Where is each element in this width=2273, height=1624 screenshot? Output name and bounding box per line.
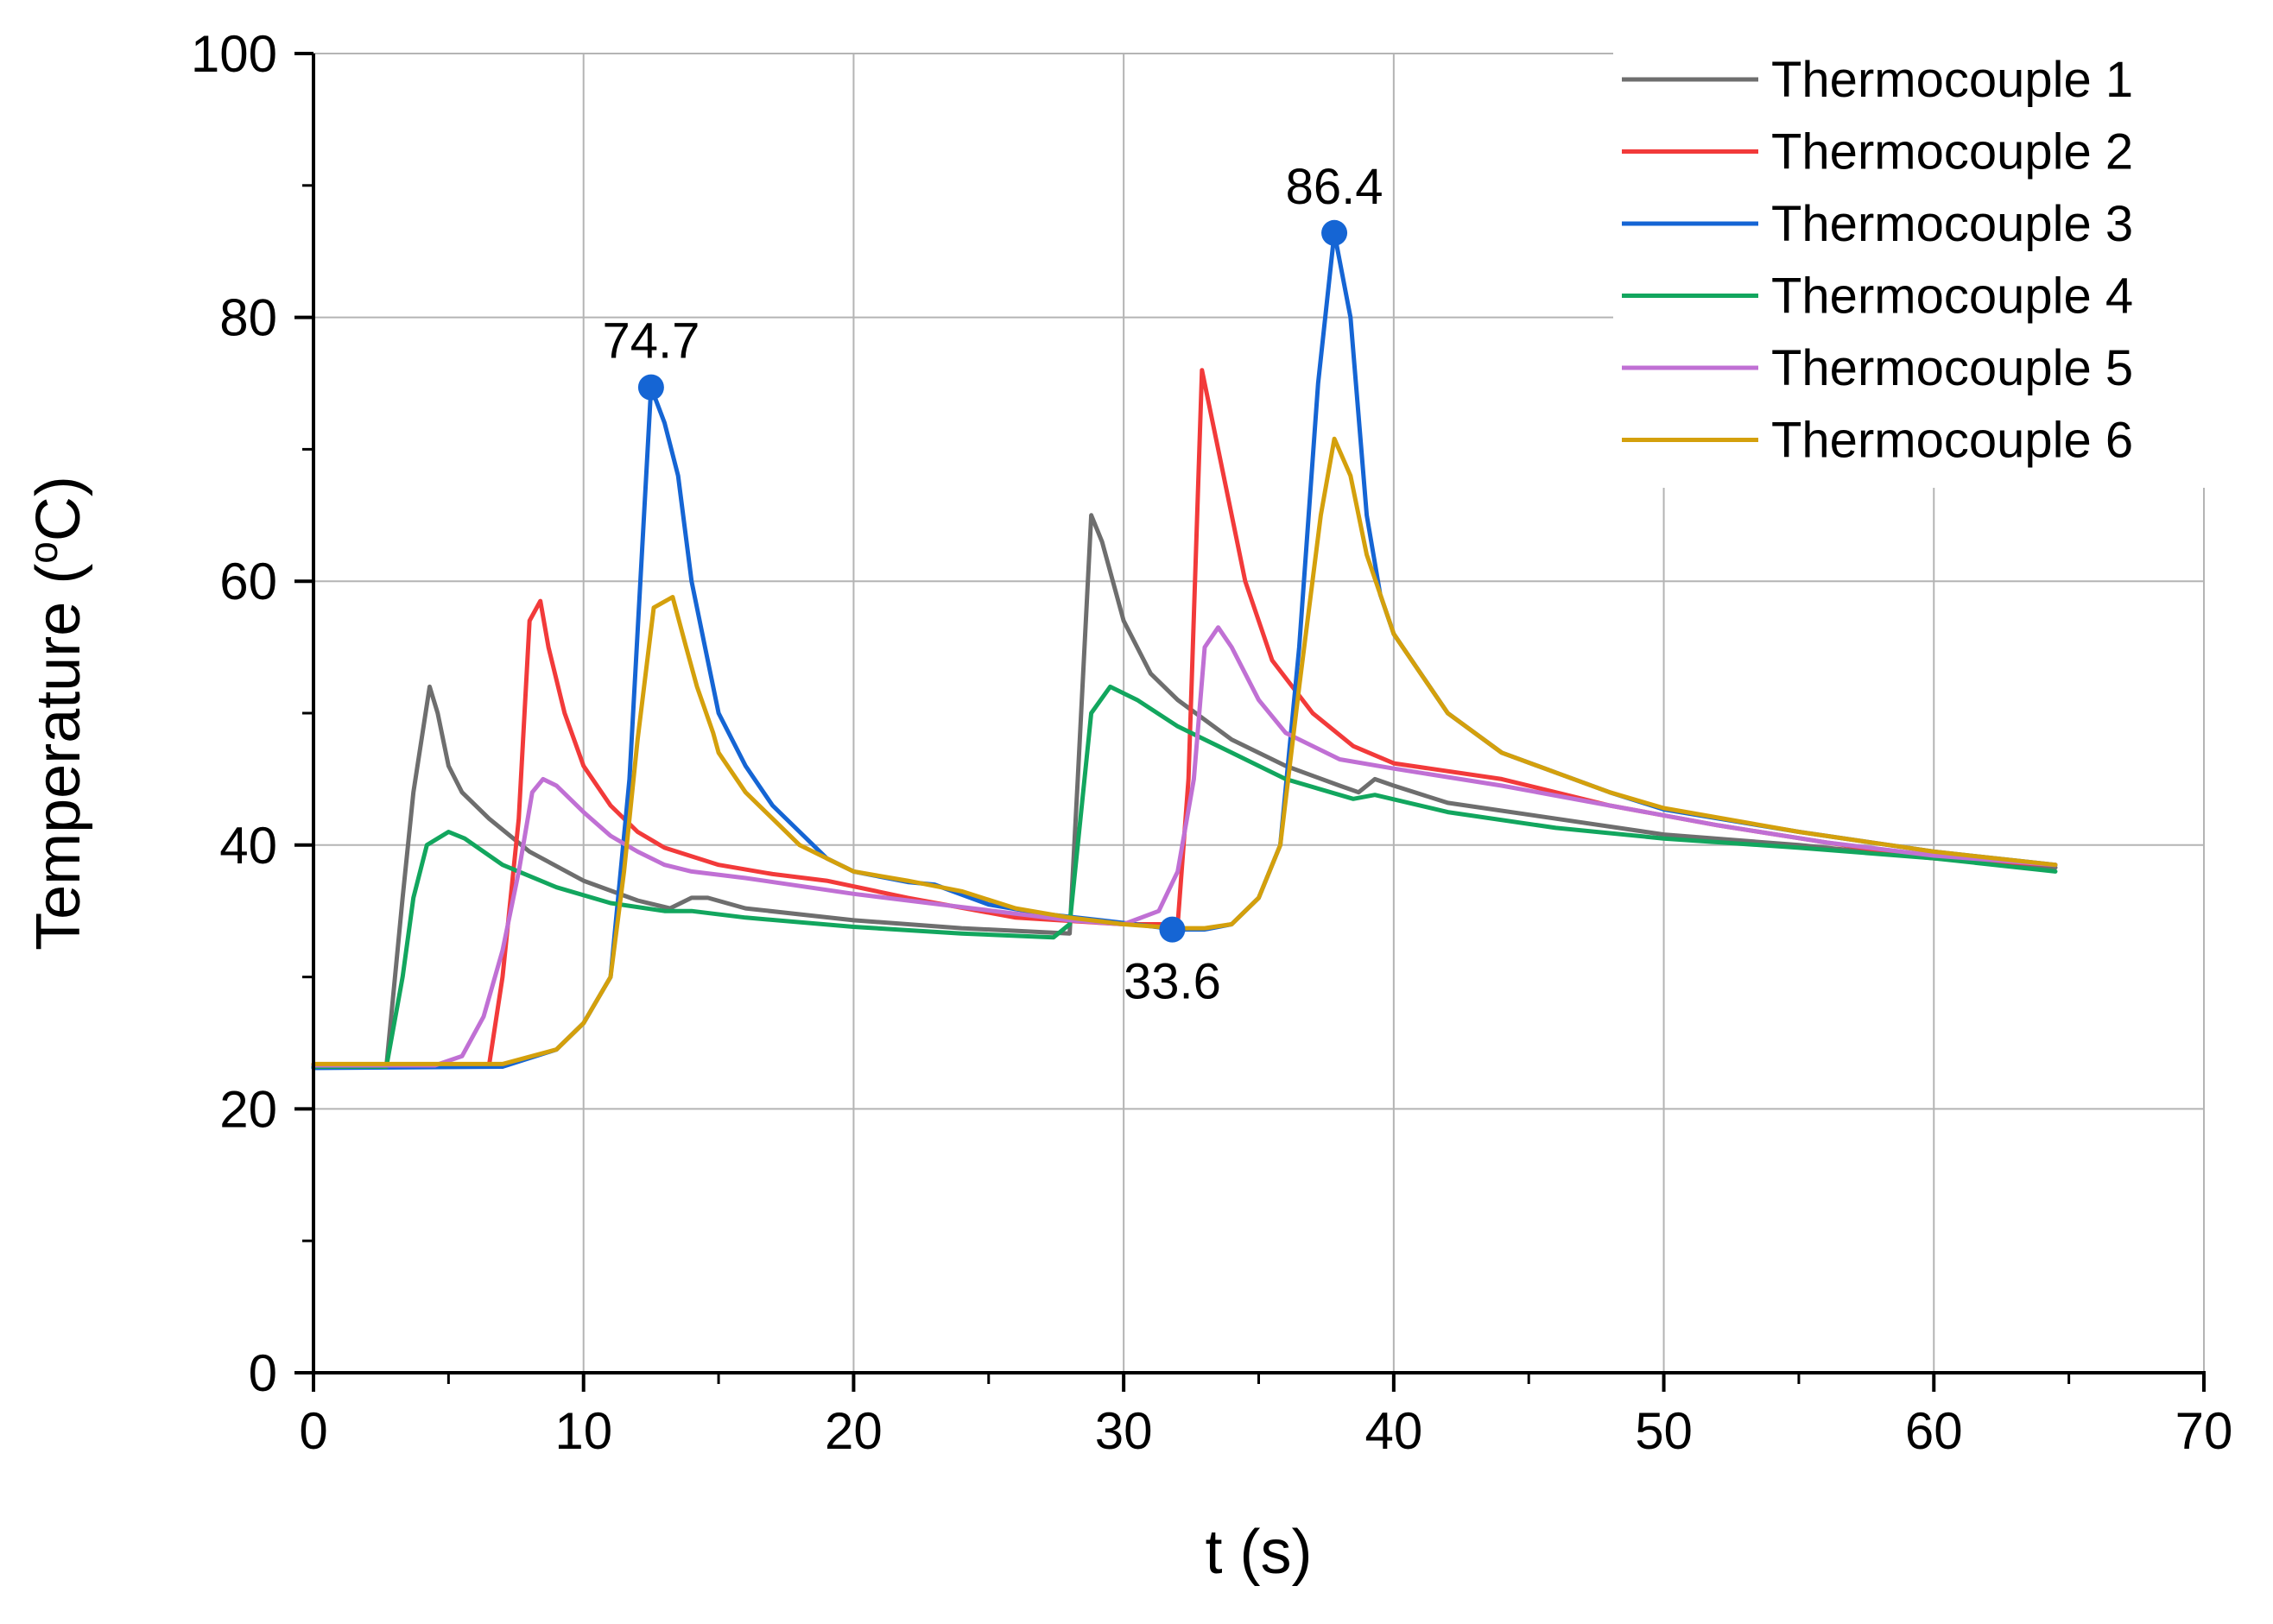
- legend-background: [1613, 29, 2218, 488]
- x-tick-label: 20: [825, 1402, 883, 1460]
- legend-label-5: Thermocouple 5: [1771, 340, 2133, 396]
- legend-label-1: Thermocouple 1: [1771, 52, 2133, 108]
- x-tick-label: 60: [1905, 1402, 1963, 1460]
- y-tick-label: 100: [191, 25, 277, 83]
- x-tick-label: 0: [299, 1402, 327, 1460]
- series-layer: [311, 231, 2058, 1071]
- series-line-5: [311, 625, 2058, 1068]
- x-tick-label: 40: [1364, 1402, 1422, 1460]
- y-tick-label: 40: [219, 817, 277, 875]
- y-axis-title-main: Temperature (: [24, 564, 93, 951]
- x-tick-label: 10: [554, 1402, 612, 1460]
- legend-label-2: Thermocouple 2: [1771, 124, 2133, 180]
- x-tick-label: 30: [1095, 1402, 1153, 1460]
- x-tick-label: 70: [2175, 1402, 2233, 1460]
- annotation-marker: [1321, 219, 1348, 246]
- annotation-label: 74.7: [602, 313, 700, 370]
- legend-label-4: Thermocouple 4: [1771, 269, 2133, 325]
- x-tick-label: 50: [1635, 1402, 1693, 1460]
- legend-label-6: Thermocouple 6: [1771, 413, 2133, 469]
- y-tick-label: 20: [219, 1080, 277, 1138]
- y-tick-label: 0: [249, 1344, 277, 1402]
- ticks-layer: 0 10 20 30 40 50 60 70 0 20 40 60 80 100: [191, 25, 2232, 1460]
- x-axis-title: t (s): [1206, 1518, 1313, 1587]
- y-axis-title-degree: o: [21, 541, 66, 564]
- series-line-4: [311, 684, 2058, 1069]
- annotation-label: 33.6: [1124, 954, 1221, 1010]
- series-line-1: [311, 513, 2058, 1069]
- legend-label-3: Thermocouple 3: [1771, 196, 2133, 252]
- legend: Thermocouple 1 Thermocouple 2 Thermocouple…: [1613, 29, 2218, 488]
- y-tick-label: 60: [219, 553, 277, 610]
- series-line-6: [311, 436, 2058, 1066]
- y-axis-title: Temperature (oC): [21, 476, 93, 951]
- y-tick-label: 80: [219, 289, 277, 347]
- annotation-layer: 74.7 86.4 33.6: [602, 159, 1383, 1010]
- annotation-label: 86.4: [1286, 159, 1383, 215]
- annotation-marker: [637, 374, 664, 401]
- annotation-marker: [1159, 916, 1186, 943]
- y-axis-title-unit: C): [24, 476, 93, 541]
